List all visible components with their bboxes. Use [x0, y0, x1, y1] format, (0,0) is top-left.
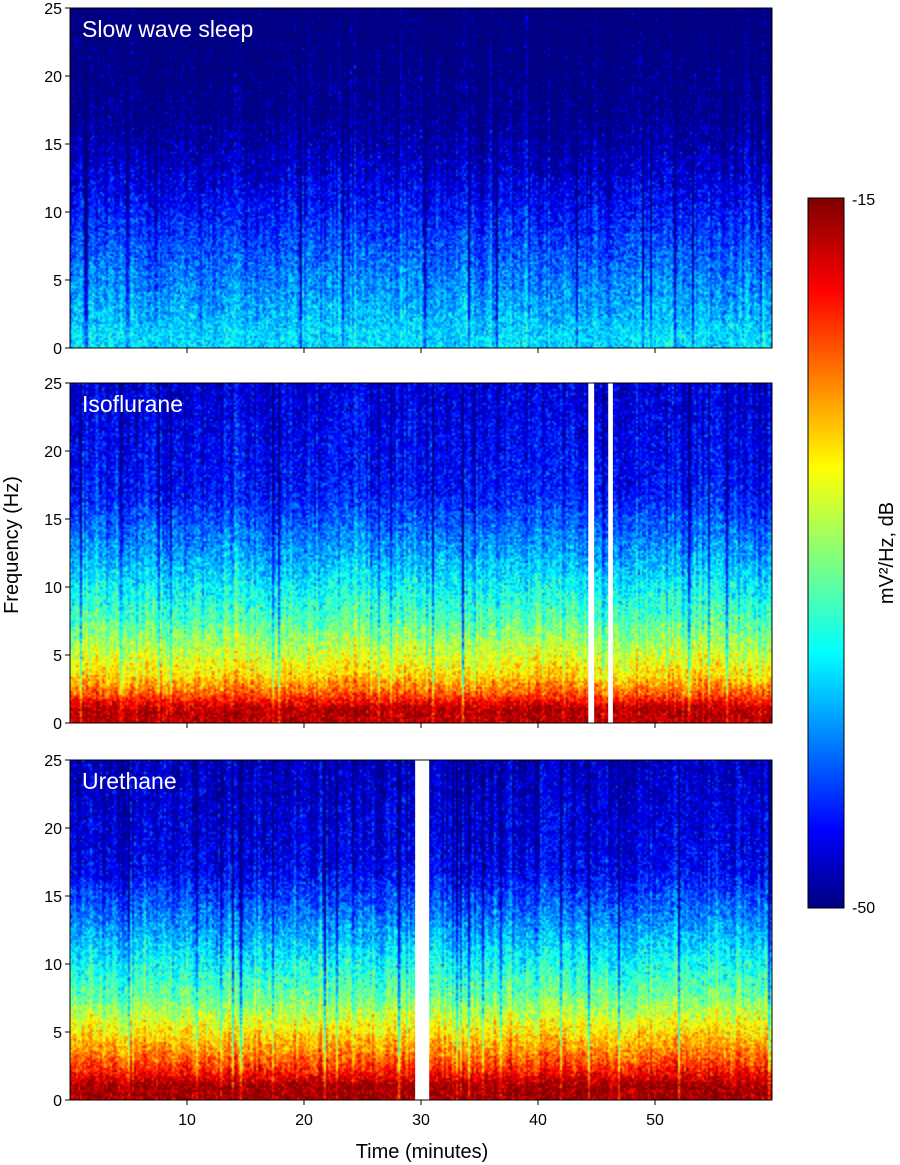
- y-tick-label: 5: [53, 273, 62, 290]
- x-tick-label: 10: [178, 1112, 196, 1129]
- x-tick-label: 30: [412, 1112, 430, 1129]
- colorbar-max-label: -15: [852, 192, 875, 209]
- y-tick-label: 25: [44, 376, 62, 393]
- colorbar-min-label: -50: [852, 900, 875, 917]
- y-tick-label: 10: [44, 580, 62, 597]
- y-tick-label: 15: [44, 889, 62, 906]
- spectrogram-panel: 0 5 10 15 20 25 Slow wave sleep: [44, 1, 773, 358]
- panel-title: Slow wave sleep: [82, 16, 253, 42]
- spectrogram-image: [70, 8, 772, 348]
- y-tick-label: 25: [44, 1, 62, 18]
- y-tick-label: 10: [44, 205, 62, 222]
- data-gap: [415, 760, 430, 1100]
- spectrogram-panel: 0 5 10 15 20 25 Isoflurane: [44, 376, 773, 733]
- y-axis-title: Frequency (Hz): [1, 476, 23, 614]
- spectrogram-image: [70, 383, 772, 723]
- y-tick-label: 20: [44, 69, 62, 86]
- y-tick-label: 25: [44, 753, 62, 770]
- colorbar-title: mV²/Hz, dB: [876, 502, 898, 604]
- colorbar-gradient: [807, 197, 845, 909]
- data-gap: [608, 383, 613, 723]
- y-tick-label: 15: [44, 137, 62, 154]
- y-tick-label: 20: [44, 444, 62, 461]
- y-tick-label: 0: [53, 1093, 62, 1110]
- x-axis-title: Time (minutes): [356, 1141, 489, 1163]
- y-tick-label: 10: [44, 957, 62, 974]
- y-tick-label: 15: [44, 512, 62, 529]
- y-tick-label: 0: [53, 341, 62, 358]
- x-tick-label: 40: [529, 1112, 547, 1129]
- colorbar: -15 -50 mV²/Hz, dB: [807, 192, 898, 917]
- y-tick-label: 0: [53, 716, 62, 733]
- x-tick-label: 20: [295, 1112, 313, 1129]
- y-tick-label: 5: [53, 648, 62, 665]
- y-tick-label: 5: [53, 1025, 62, 1042]
- y-tick-label: 20: [44, 821, 62, 838]
- panel-title: Urethane: [82, 768, 177, 794]
- panel-title: Isoflurane: [82, 391, 183, 417]
- spectrogram-panel: 0 5 10 15 20 25 10 20 30 40 50 Urethane: [44, 753, 773, 1129]
- data-gap: [588, 383, 595, 723]
- x-tick-label: 50: [646, 1112, 664, 1129]
